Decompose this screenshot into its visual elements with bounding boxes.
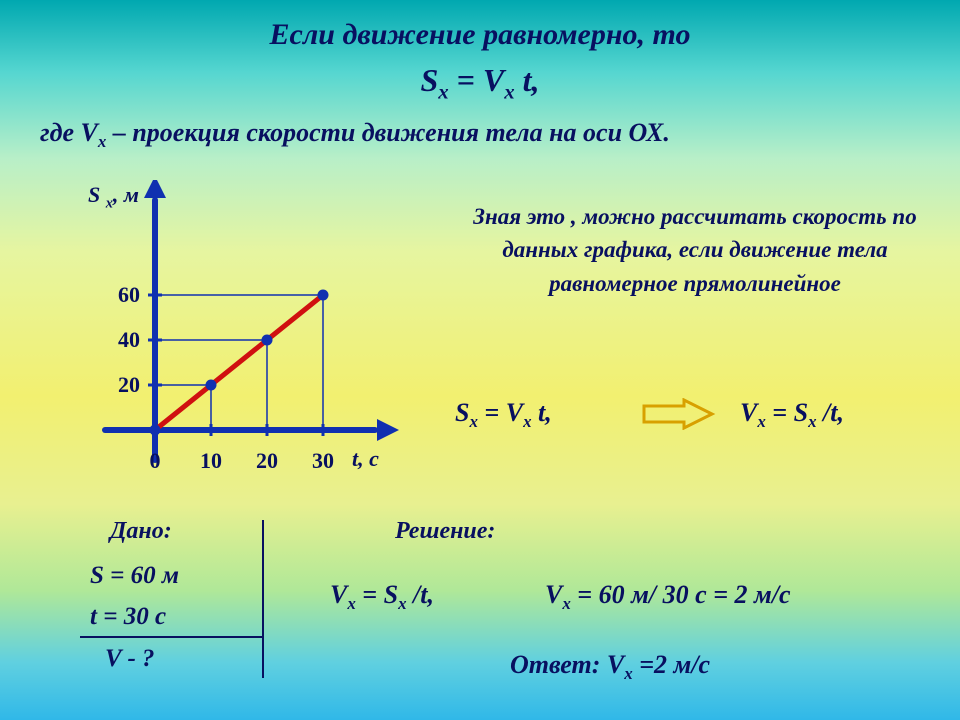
slide: Если движение равномерно, то Sx = Vx t, … xyxy=(0,0,960,720)
where-text: где Vx – проекция скорости движения тела… xyxy=(40,118,920,152)
formula-main: Sx = Vx t, xyxy=(0,62,960,104)
answer: Ответ: Vx =2 м/с xyxy=(510,650,710,684)
x-tick-label: 30 xyxy=(305,448,341,474)
solution-f1: Vx = Sx /t, xyxy=(330,580,434,614)
x-tick-label: 20 xyxy=(249,448,285,474)
y-tick-label: 40 xyxy=(104,327,140,353)
solution-f2: Vx = 60 м/ 30 с = 2 м/с xyxy=(545,580,791,614)
problem-vline xyxy=(262,520,264,678)
arrow-icon xyxy=(640,398,720,430)
y-tick-label: 60 xyxy=(104,282,140,308)
x-tick-label: 10 xyxy=(193,448,229,474)
x-tick-label: 0 xyxy=(137,448,173,474)
given-s: S = 60 м xyxy=(90,562,179,590)
problem-hline xyxy=(80,636,262,638)
given-header: Дано: xyxy=(110,518,172,545)
y-tick-label: 20 xyxy=(104,372,140,398)
formula-sx: Sx = Vx t, xyxy=(455,398,552,432)
title: Если движение равномерно, то xyxy=(0,18,960,52)
formula-vx: Vx = Sx /t, xyxy=(740,398,844,432)
explanation-text: Зная это , можно рассчитать скорость по … xyxy=(455,200,935,300)
given-v: V - ? xyxy=(105,645,155,673)
solution-header: Решение: xyxy=(395,518,495,545)
given-t: t = 30 с xyxy=(90,603,166,631)
